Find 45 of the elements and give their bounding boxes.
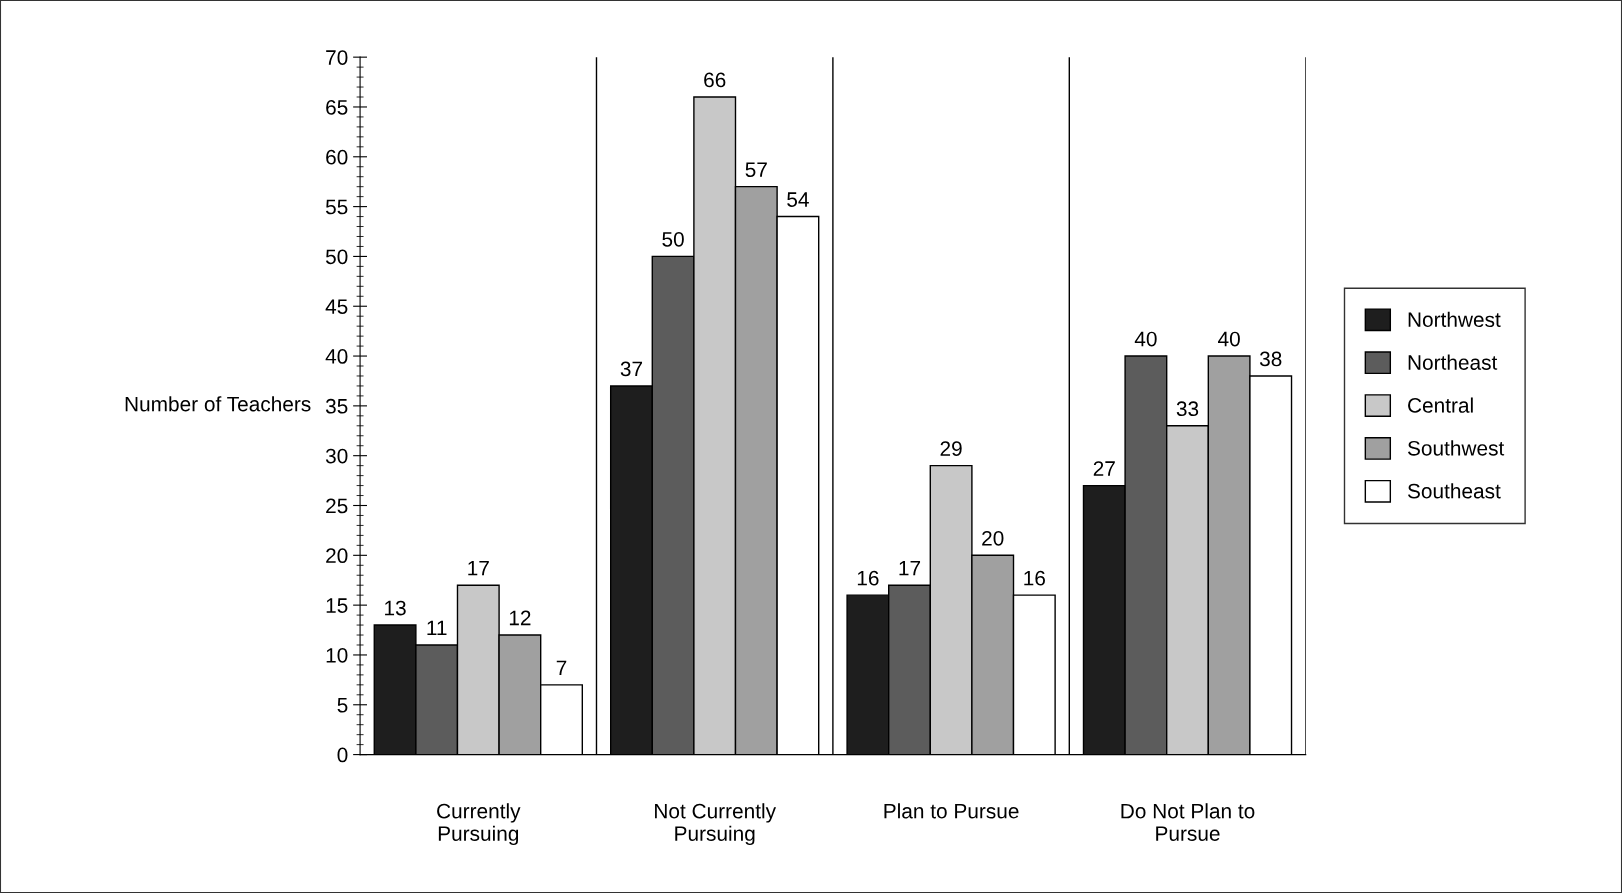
data-label: 16: [857, 570, 879, 586]
data-label: 57: [745, 162, 767, 177]
data-label: 11: [427, 620, 447, 636]
legend-label: Northeast: [1408, 354, 1498, 370]
y-tick-label: 30: [325, 448, 348, 464]
data-label: 50: [662, 231, 684, 247]
y-tick-label: 55: [325, 199, 348, 215]
data-label: 27: [1093, 461, 1115, 476]
legend-label: Central: [1408, 397, 1473, 413]
y-tick-label: 60: [326, 149, 348, 165]
y-tick-label: 15: [326, 598, 348, 613]
data-label: 7: [556, 660, 567, 675]
y-tick-label: 25: [326, 498, 348, 514]
legend-label: Northwest: [1408, 311, 1501, 328]
data-label: 40: [1218, 331, 1240, 347]
y-tick-label: 35: [325, 398, 348, 414]
data-label: 40: [1134, 331, 1157, 347]
y-tick-label: 5: [337, 697, 348, 713]
data-label: 20: [982, 530, 1004, 546]
y-tick-label: 40: [325, 349, 348, 364]
data-label: 37: [620, 361, 643, 377]
data-label: 16: [1024, 570, 1045, 586]
y-axis-title: Number of Teachers: [125, 396, 311, 412]
data-label: 66: [704, 72, 726, 88]
data-label: 17: [468, 561, 489, 576]
y-tick-label: 20: [326, 548, 348, 564]
y-tick-label: 0: [337, 747, 348, 763]
y-tick-label: 70: [326, 50, 348, 65]
x-tick-label: Not Currently Pursuing: [655, 803, 777, 846]
legend-label: Southeast: [1407, 483, 1501, 499]
data-label: 12: [509, 610, 531, 626]
data-label: 29: [940, 441, 962, 456]
x-tick-label: Do Not Plan to Pursue: [1121, 803, 1255, 841]
data-label: 33: [1176, 401, 1199, 417]
legend-label: Southwest: [1407, 440, 1505, 456]
data-label: 13: [385, 600, 406, 616]
y-tick-label: 10: [326, 647, 348, 663]
x-tick-label: Plan to Pursue: [884, 803, 1019, 819]
x-tick-label: Currently Pursuing: [437, 803, 521, 846]
y-tick-label: 65: [326, 99, 348, 115]
data-label: 54: [787, 192, 809, 207]
y-tick-label: 45: [325, 299, 348, 314]
data-label: 38: [1259, 351, 1282, 367]
data-label: 17: [899, 561, 921, 576]
y-tick-label: 50: [325, 249, 348, 265]
